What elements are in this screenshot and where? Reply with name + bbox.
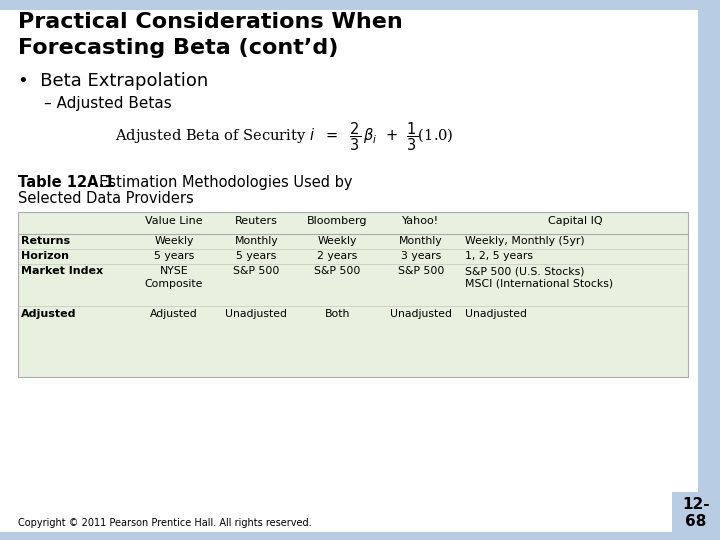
Text: S&P 500 (U.S. Stocks)
MSCI (International Stocks): S&P 500 (U.S. Stocks) MSCI (Internationa…: [465, 266, 613, 289]
Text: NYSE
Composite: NYSE Composite: [145, 266, 203, 289]
Text: – Adjusted Betas: – Adjusted Betas: [44, 96, 172, 111]
Text: Estimation Methodologies Used by: Estimation Methodologies Used by: [90, 175, 353, 190]
Text: Adjusted: Adjusted: [150, 309, 198, 319]
Text: 5 years: 5 years: [236, 251, 276, 261]
Text: Bloomberg: Bloomberg: [307, 216, 368, 226]
Text: Practical Considerations When: Practical Considerations When: [18, 12, 402, 32]
Text: S&P 500: S&P 500: [315, 266, 361, 276]
Text: Yahoo!: Yahoo!: [402, 216, 440, 226]
Bar: [698, 0, 720, 540]
Text: 1, 2, 5 years: 1, 2, 5 years: [465, 251, 533, 261]
Text: Adjusted Beta of Security $i$  $=$  $\dfrac{2}{3}\,\beta_i$  $+$  $\dfrac{1}{3}$: Adjusted Beta of Security $i$ $=$ $\dfra…: [115, 120, 454, 153]
Text: Weekly, Monthly (5yr): Weekly, Monthly (5yr): [465, 236, 585, 246]
Text: 3 years: 3 years: [401, 251, 441, 261]
Bar: [672, 492, 720, 538]
Text: Unadjusted: Unadjusted: [390, 309, 452, 319]
Text: 5 years: 5 years: [154, 251, 194, 261]
Bar: [18, 212, 688, 377]
Text: Weekly: Weekly: [154, 236, 194, 246]
Text: Returns: Returns: [21, 236, 70, 246]
Text: 68: 68: [685, 514, 707, 529]
Text: Adjusted: Adjusted: [21, 309, 76, 319]
Text: Market Index: Market Index: [21, 266, 103, 276]
Text: Selected Data Providers: Selected Data Providers: [18, 191, 194, 206]
Text: Weekly: Weekly: [318, 236, 357, 246]
Bar: [0, 0, 720, 10]
Text: S&P 500: S&P 500: [398, 266, 444, 276]
Text: Copyright © 2011 Pearson Prentice Hall. All rights reserved.: Copyright © 2011 Pearson Prentice Hall. …: [18, 518, 312, 528]
Text: Both: Both: [325, 309, 350, 319]
Text: 2 years: 2 years: [318, 251, 358, 261]
Text: Unadjusted: Unadjusted: [465, 309, 527, 319]
Text: Monthly: Monthly: [235, 236, 279, 246]
Text: 12-: 12-: [682, 497, 710, 512]
Bar: [0, 532, 720, 540]
Text: Reuters: Reuters: [235, 216, 278, 226]
Text: Horizon: Horizon: [21, 251, 69, 261]
Text: Table 12A.1: Table 12A.1: [18, 175, 114, 190]
Text: Unadjusted: Unadjusted: [225, 309, 287, 319]
Text: Value Line: Value Line: [145, 216, 203, 226]
Text: S&P 500: S&P 500: [233, 266, 279, 276]
Bar: [18, 212, 688, 377]
Text: Capital IQ: Capital IQ: [548, 216, 603, 226]
Text: Monthly: Monthly: [399, 236, 443, 246]
Text: Forecasting Beta (cont’d): Forecasting Beta (cont’d): [18, 38, 338, 58]
Text: •  Beta Extrapolation: • Beta Extrapolation: [18, 72, 208, 90]
